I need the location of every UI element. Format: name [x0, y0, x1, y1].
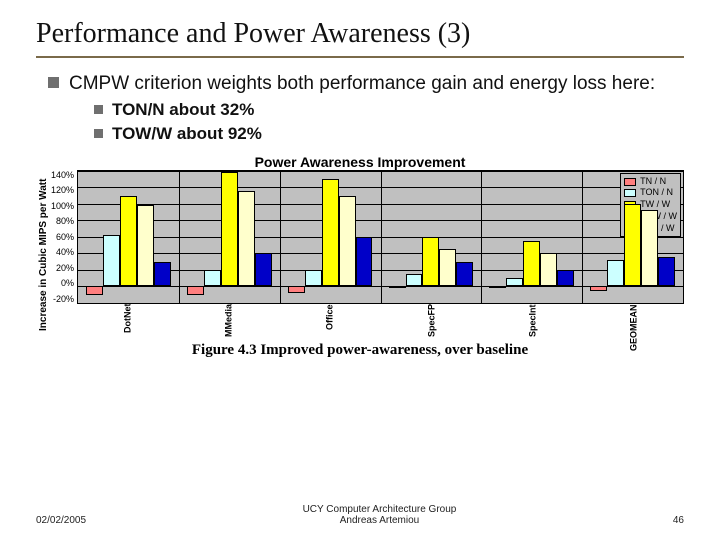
- chart-bar: [389, 286, 406, 288]
- bullet2b-text: TOW/W about 92%: [112, 124, 262, 144]
- bullet-list: CMPW criterion weights both performance …: [36, 72, 684, 144]
- chart-ylabel: Increase in Cubic MIPS per Watt: [36, 170, 51, 340]
- chart-bar: [137, 205, 154, 286]
- ytick-label: -20%: [51, 294, 74, 304]
- chart-bar: [305, 270, 322, 287]
- chart-bar: [204, 270, 221, 287]
- square-bullet-icon: [48, 77, 59, 88]
- bullet1-text: CMPW criterion weights both performance …: [69, 72, 655, 96]
- footer-page: 46: [673, 515, 684, 526]
- chart-bar: [356, 237, 373, 287]
- ytick-label: 120%: [51, 185, 74, 195]
- chart-title: Power Awareness Improvement: [36, 154, 684, 170]
- ytick-label: 0%: [51, 278, 74, 288]
- chart-bar: [540, 253, 557, 286]
- title-rule: [36, 56, 684, 58]
- square-bullet-icon: [94, 129, 103, 138]
- ytick-label: 40%: [51, 247, 74, 257]
- xtick-label: DotNet: [77, 304, 178, 340]
- bullet-level2: TON/N about 32%: [94, 100, 684, 120]
- chart-bar: [406, 274, 423, 286]
- chart-bar: [187, 286, 204, 294]
- chart-bar: [120, 196, 137, 287]
- chart-bar: [456, 262, 473, 287]
- chart-bar: [641, 210, 658, 286]
- footer-group: UCY Computer Architecture Group: [303, 504, 457, 515]
- chart-bar: [607, 260, 624, 286]
- legend-label: TON / N: [640, 187, 673, 199]
- page-title: Performance and Power Awareness (3): [36, 18, 684, 56]
- legend-swatch: [624, 178, 636, 186]
- chart-bar: [288, 286, 305, 293]
- footer-date: 02/02/2005: [36, 515, 86, 526]
- bullet2a-text: TON/N about 32%: [112, 100, 254, 120]
- bullet-level2: TOW/W about 92%: [94, 124, 684, 144]
- ytick-label: 100%: [51, 201, 74, 211]
- chart-caption: Figure 4.3 Improved power-awareness, ove…: [36, 342, 684, 359]
- chart-bar: [557, 270, 574, 287]
- bullet-level1: CMPW criterion weights both performance …: [48, 72, 684, 96]
- chart-bar: [658, 257, 675, 286]
- chart-bar: [339, 196, 356, 287]
- legend-item: TN / N: [624, 176, 677, 188]
- ytick-label: 20%: [51, 263, 74, 273]
- chart-bar: [255, 253, 272, 286]
- chart-bar: [523, 241, 540, 286]
- chart-bar: [322, 179, 339, 286]
- chart-bar: [103, 235, 120, 286]
- chart-container: Power Awareness Improvement Increase in …: [36, 154, 684, 376]
- xtick-label: SpecInt: [482, 304, 583, 340]
- legend-swatch: [624, 189, 636, 197]
- chart-bar: [86, 286, 103, 294]
- chart-yticks: 140% 120% 100% 80% 60% 40% 20% 0% -20%: [51, 170, 77, 304]
- footer: 02/02/2005 UCY Computer Architecture Gro…: [36, 504, 684, 526]
- legend-label: TN / N: [640, 176, 666, 188]
- chart-bar: [489, 286, 506, 288]
- chart-plot: TN / NTON / NTW / WTOW / WTOS / W: [77, 170, 684, 304]
- xtick-label: SpecFP: [381, 304, 482, 340]
- chart-bar: [624, 204, 641, 287]
- chart-xticks: DotNetMMediaOfficeSpecFPSpecIntGEOMEAN: [77, 304, 684, 340]
- xtick-label: Office: [279, 304, 380, 340]
- ytick-label: 60%: [51, 232, 74, 242]
- square-bullet-icon: [94, 105, 103, 114]
- legend-label: TW / W: [640, 199, 670, 211]
- xtick-label: GEOMEAN: [583, 304, 684, 340]
- footer-author: Andreas Artemiou: [340, 515, 420, 526]
- chart-bar: [439, 249, 456, 286]
- legend-item: TON / N: [624, 187, 677, 199]
- chart-bar: [238, 191, 255, 286]
- chart-bar: [221, 172, 238, 286]
- chart-bar: [590, 286, 607, 291]
- chart-bar: [154, 262, 171, 287]
- chart-bar: [422, 237, 439, 287]
- xtick-label: MMedia: [178, 304, 279, 340]
- ytick-label: 140%: [51, 170, 74, 180]
- ytick-label: 80%: [51, 216, 74, 226]
- chart-bar: [506, 278, 523, 286]
